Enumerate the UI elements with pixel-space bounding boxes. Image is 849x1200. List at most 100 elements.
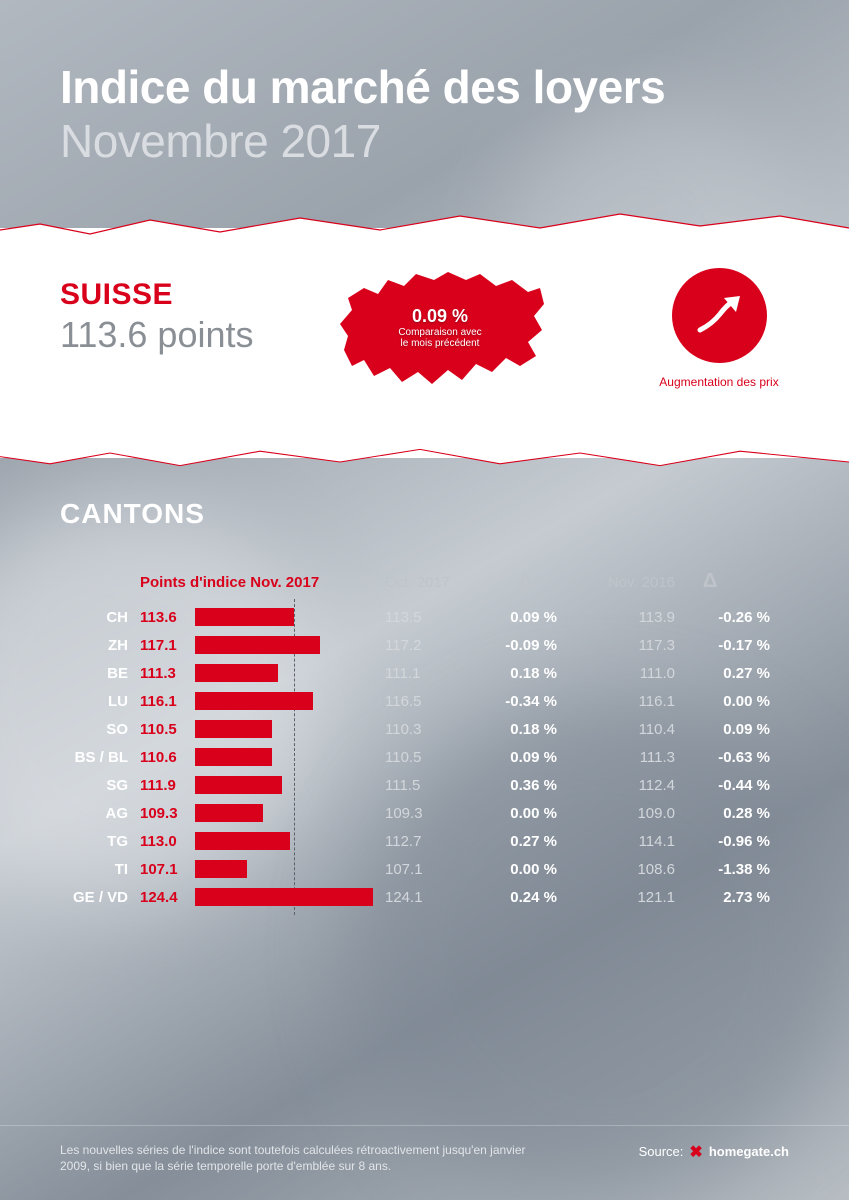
prev-year-value: 114.1: [575, 833, 675, 850]
trend-indicator: Augmentation des prix: [649, 268, 789, 389]
canton-value: 110.6: [140, 749, 195, 766]
table-row: GE / VD124.4124.10.24 %121.12.73 %: [60, 883, 789, 911]
bar-fill: [195, 860, 247, 878]
delta-year: 2.73 %: [675, 889, 770, 906]
map-percent: 0.09 %: [330, 306, 550, 327]
canton-code: SG: [60, 777, 140, 794]
bar-fill: [195, 636, 320, 654]
arrow-up-icon: [692, 288, 747, 343]
delta-month: -0.09 %: [475, 637, 575, 654]
delta-year: 0.28 %: [675, 805, 770, 822]
delta-month: 0.36 %: [475, 777, 575, 794]
delta-month: 0.09 %: [475, 749, 575, 766]
delta-month: 0.18 %: [475, 665, 575, 682]
prev-month-value: 116.5: [385, 693, 475, 710]
prev-month-value: 110.5: [385, 749, 475, 766]
canton-code: BS / BL: [60, 749, 140, 766]
canton-value: 107.1: [140, 861, 195, 878]
table-row: ZH117.1117.2-0.09 %117.3-0.17 %: [60, 631, 789, 659]
prev-year-value: 109.0: [575, 805, 675, 822]
brand-x-icon: ✖: [689, 1142, 702, 1162]
country-points-value: 113.6: [60, 314, 147, 355]
prev-year-value: 112.4: [575, 777, 675, 794]
country-map: 0.09 % Comparaison avec le mois précéden…: [330, 258, 550, 403]
delta-year: -0.26 %: [675, 609, 770, 626]
delta-year: -0.44 %: [675, 777, 770, 794]
delta-month: 0.00 %: [475, 805, 575, 822]
prev-month-value: 109.3: [385, 805, 475, 822]
delta-year: 0.09 %: [675, 721, 770, 738]
bar-fill: [195, 664, 278, 682]
header: Indice du marché des loyers Novembre 201…: [0, 0, 849, 168]
country-label: SUISSE: [60, 278, 254, 312]
prev-month-value: 113.5: [385, 609, 475, 626]
prev-year-value: 117.3: [575, 637, 675, 654]
bar-track: [195, 888, 385, 906]
canton-value: 117.1: [140, 637, 195, 654]
brand-name: homegate.ch: [709, 1144, 789, 1159]
col-prev-month: Oct. 2017: [385, 574, 475, 591]
canton-code: GE / VD: [60, 889, 140, 906]
bar-fill: [195, 804, 263, 822]
bar-track: [195, 832, 385, 850]
bar-fill: [195, 608, 294, 626]
delta-month: 0.09 %: [475, 609, 575, 626]
table-row: TI107.1107.10.00 %108.6-1.38 %: [60, 855, 789, 883]
canton-value: 113.6: [140, 609, 195, 626]
delta-year: 0.27 %: [675, 665, 770, 682]
prev-month-value: 107.1: [385, 861, 475, 878]
prev-year-value: 108.6: [575, 861, 675, 878]
cantons-section: CANTONS Points d'indice Nov. 2017 Oct. 2…: [0, 458, 849, 911]
delta-year: -0.96 %: [675, 833, 770, 850]
delta-month: 0.18 %: [475, 721, 575, 738]
map-caption-1: Comparaison avec: [330, 327, 550, 338]
canton-value: 110.5: [140, 721, 195, 738]
canton-code: TG: [60, 833, 140, 850]
table-row: SO110.5110.30.18 %110.40.09 %: [60, 715, 789, 743]
prev-year-value: 111.0: [575, 665, 675, 682]
source-label: Source:: [639, 1144, 684, 1159]
delta-month: -0.34 %: [475, 693, 575, 710]
delta-month: 0.00 %: [475, 861, 575, 878]
bar-track: [195, 776, 385, 794]
table-row: TG113.0112.70.27 %114.1-0.96 %: [60, 827, 789, 855]
bar-track: [195, 664, 385, 682]
canton-code: TI: [60, 861, 140, 878]
bar-fill: [195, 748, 272, 766]
trend-caption: Augmentation des prix: [649, 375, 789, 389]
map-caption-2: le mois précédent: [330, 338, 550, 349]
page-title: Indice du marché des loyers: [60, 60, 789, 114]
torn-edge-top: [0, 210, 849, 246]
canton-code: CH: [60, 609, 140, 626]
delta-year: -0.63 %: [675, 749, 770, 766]
bar-fill: [195, 832, 290, 850]
col-delta-year: Δ: [675, 570, 745, 593]
country-points-suffix: points: [147, 314, 253, 355]
table-row: BE111.3111.10.18 %111.00.27 %: [60, 659, 789, 687]
bar-track: [195, 860, 385, 878]
footer: Les nouvelles séries de l'indice sont to…: [0, 1125, 849, 1174]
canton-value: 113.0: [140, 833, 195, 850]
prev-year-value: 121.1: [575, 889, 675, 906]
canton-value: 111.3: [140, 665, 195, 682]
cantons-heading: CANTONS: [60, 498, 789, 530]
canton-code: AG: [60, 805, 140, 822]
bar-fill: [195, 888, 373, 906]
prev-month-value: 117.2: [385, 637, 475, 654]
table-row: LU116.1116.5-0.34 %116.10.00 %: [60, 687, 789, 715]
prev-year-value: 110.4: [575, 721, 675, 738]
canton-value: 109.3: [140, 805, 195, 822]
table-row: BS / BL110.6 110.50.09 %111.3-0.63 %: [60, 743, 789, 771]
table-row: CH113.6113.50.09 %113.9-0.26 %: [60, 603, 789, 631]
prev-month-value: 124.1: [385, 889, 475, 906]
col-prev-year: Nov. 2016: [575, 574, 675, 591]
country-points: 113.6 points: [60, 314, 254, 356]
delta-year: 0.00 %: [675, 693, 770, 710]
prev-year-value: 111.3: [575, 749, 675, 766]
bar-track: [195, 748, 385, 766]
trend-circle: [672, 268, 767, 363]
delta-year: -0.17 %: [675, 637, 770, 654]
bar-track: [195, 692, 385, 710]
delta-year: -1.38 %: [675, 861, 770, 878]
col-index: Points d'indice Nov. 2017: [140, 574, 385, 591]
